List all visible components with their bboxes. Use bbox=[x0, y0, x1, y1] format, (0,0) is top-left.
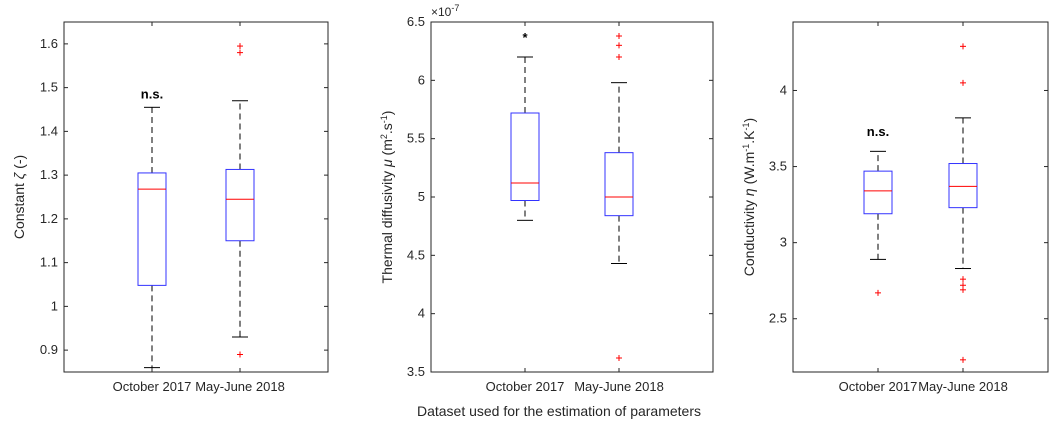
outlier-marker bbox=[960, 282, 966, 289]
x-tick-label: October 2017 bbox=[839, 379, 918, 394]
box-iqr bbox=[137, 172, 167, 286]
x-tick-label: May-June 2018 bbox=[195, 379, 285, 394]
significance-annotation: n.s. bbox=[867, 124, 889, 139]
outlier-marker bbox=[616, 42, 622, 49]
outlier-marker bbox=[960, 276, 966, 283]
significance-annotation: * bbox=[522, 30, 528, 45]
box-iqr bbox=[863, 170, 893, 215]
axes-frame bbox=[430, 21, 714, 373]
axes-frame bbox=[63, 21, 329, 373]
outlier-marker bbox=[237, 49, 243, 56]
y-tick-label: 4.5 bbox=[407, 247, 425, 262]
x-tick-label: October 2017 bbox=[113, 379, 192, 394]
outlier-marker bbox=[616, 33, 622, 39]
panel-thermal-diffusivity: 3.5 4 4.5 5 5.5 6 6.5 October 2017 May-June 2018… bbox=[379, 3, 714, 394]
box-iqr bbox=[510, 112, 540, 201]
outlier-marker bbox=[960, 43, 966, 50]
y-tick-label: 1.3 bbox=[40, 167, 58, 182]
y-tick-label: 2.5 bbox=[769, 311, 787, 326]
y-tick-label: 1 bbox=[51, 298, 58, 313]
y-tick-label: 1.6 bbox=[40, 36, 58, 51]
outlier-marker bbox=[237, 351, 243, 358]
box-iqr bbox=[948, 163, 978, 209]
y-tick-label: 5.5 bbox=[407, 131, 425, 146]
significance-annotation: n.s. bbox=[141, 87, 163, 102]
panel-constant-zeta: 0.9 1 1.1 1.2 1.3 1.4 1.5 1.6 October 2017 May-Ju… bbox=[11, 21, 329, 394]
box-iqr bbox=[604, 152, 634, 217]
y-tick-label: 1.2 bbox=[40, 211, 58, 226]
y-tick-label: 3.5 bbox=[769, 159, 787, 174]
outlier-marker bbox=[960, 356, 966, 363]
outlier-marker bbox=[616, 355, 622, 361]
y-tick-label: 3 bbox=[780, 235, 787, 250]
y-tick-label: 4 bbox=[780, 82, 787, 97]
x-tick-label: October 2017 bbox=[486, 379, 565, 394]
y-axis-label: Thermal diffusivity μ (m2.s-1) bbox=[379, 111, 395, 284]
y-axis-exponent: ×10-7 bbox=[431, 3, 459, 19]
outlier-marker bbox=[960, 79, 966, 86]
y-tick-label: 5 bbox=[418, 189, 425, 204]
y-tick-label: 1.5 bbox=[40, 80, 58, 95]
axes-frame bbox=[792, 21, 1049, 373]
y-axis-label: Conductivity η (W.m-1.K-1) bbox=[741, 118, 757, 276]
y-axis-label: Constant ζ (-) bbox=[11, 155, 27, 239]
y-tick-label: 0.9 bbox=[40, 342, 58, 357]
y-tick-label: 1.4 bbox=[40, 123, 58, 138]
y-tick-label: 6 bbox=[418, 72, 425, 87]
outlier-marker bbox=[237, 43, 243, 50]
y-tick-label: 4 bbox=[418, 306, 425, 321]
y-tick-label: 6.5 bbox=[407, 14, 425, 29]
box-iqr bbox=[225, 168, 255, 242]
x-tick-label: May-June 2018 bbox=[574, 379, 664, 394]
x-tick-label: May-June 2018 bbox=[918, 379, 1008, 394]
y-tick-label: 1.1 bbox=[40, 255, 58, 270]
outlier-marker bbox=[616, 54, 622, 60]
panel-conductivity: 2.5 3 3.5 4 October 2017 May-June 2018 Conduct… bbox=[741, 21, 1049, 394]
outlier-marker bbox=[875, 289, 881, 296]
shared-x-axis-label: Dataset used for the estimation of param… bbox=[417, 403, 701, 419]
y-tick-label: 3.5 bbox=[407, 364, 425, 379]
